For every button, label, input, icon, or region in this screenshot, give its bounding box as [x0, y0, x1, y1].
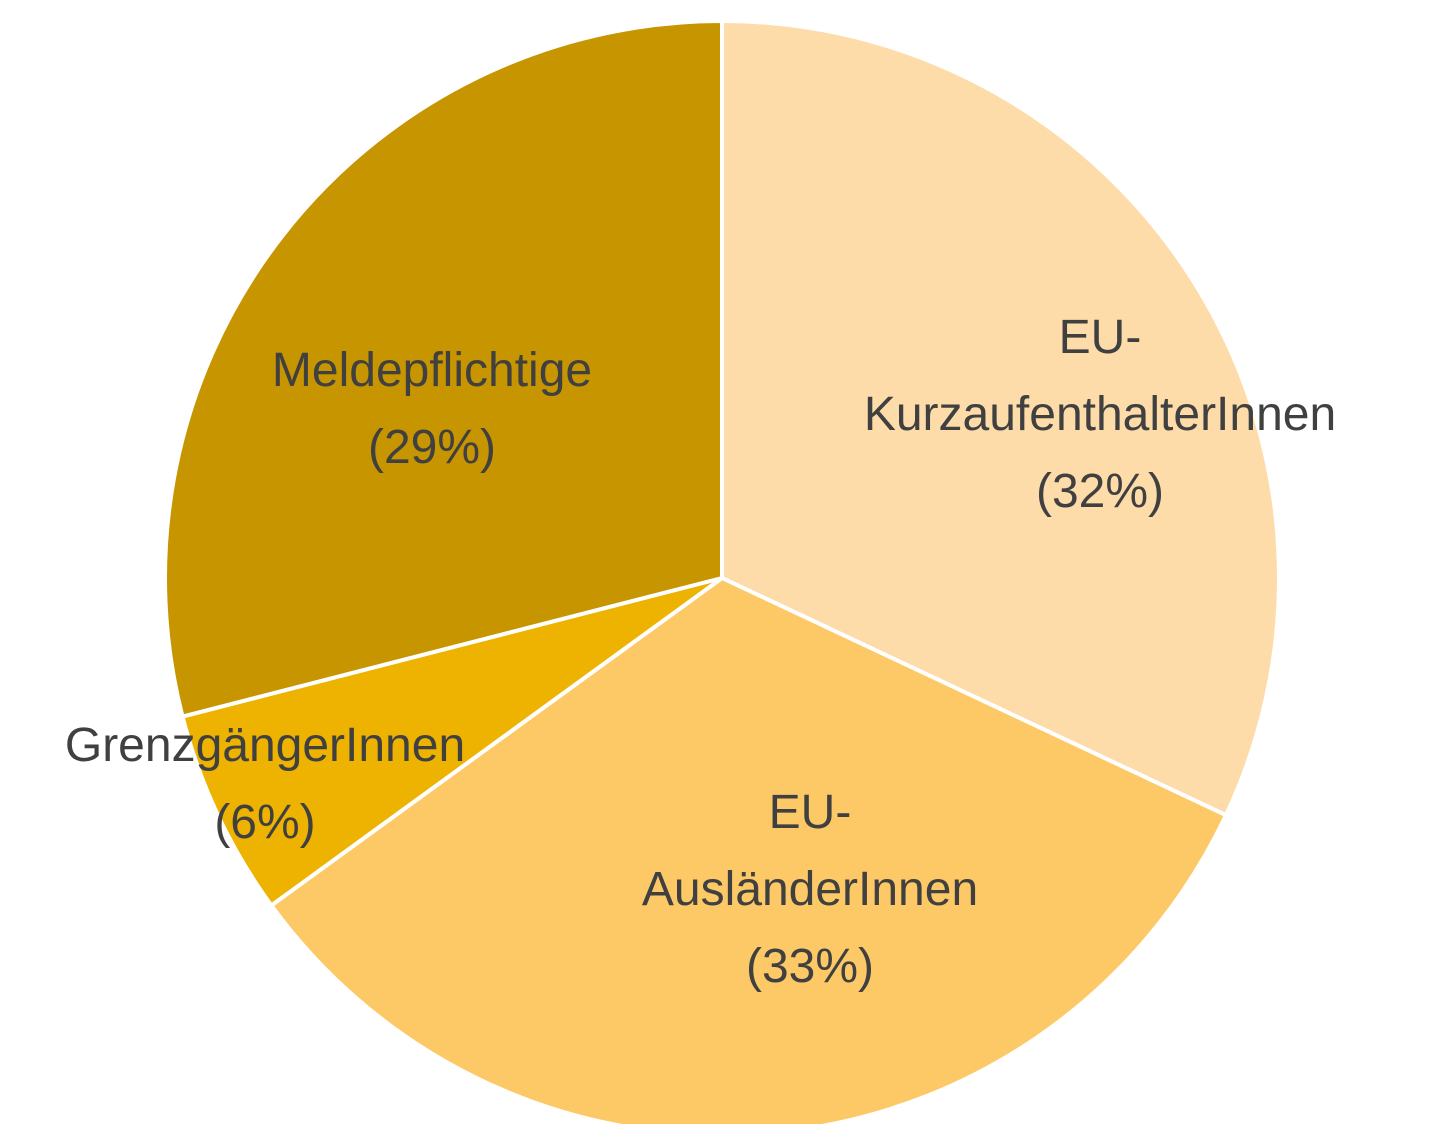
value-label: (33%) — [745, 939, 875, 993]
pie-slice — [163, 19, 724, 719]
slice-label: EU-AusländerInnen (33%) — [642, 775, 978, 1005]
category-label: EU-AusländerInnen — [641, 785, 979, 916]
pie-slice — [180, 576, 724, 908]
pie-slice — [720, 19, 1281, 818]
value-label: (32%) — [1035, 464, 1165, 518]
slice-label: Meldepflichtige (29%) — [272, 333, 592, 487]
category-label: EU-KurzaufenthalterInnen — [863, 310, 1337, 441]
value-label: (29%) — [367, 421, 497, 474]
slice-label: GrenzgängerInnen (6%) — [65, 708, 465, 862]
pie-slice — [269, 576, 1228, 1124]
category-label: GrenzgängerInnen — [64, 719, 466, 773]
category-label: Meldepflichtige — [271, 344, 593, 398]
slice-label: EU-KurzaufenthalterInnen (32%) — [864, 300, 1336, 530]
value-label: (6%) — [214, 796, 316, 849]
